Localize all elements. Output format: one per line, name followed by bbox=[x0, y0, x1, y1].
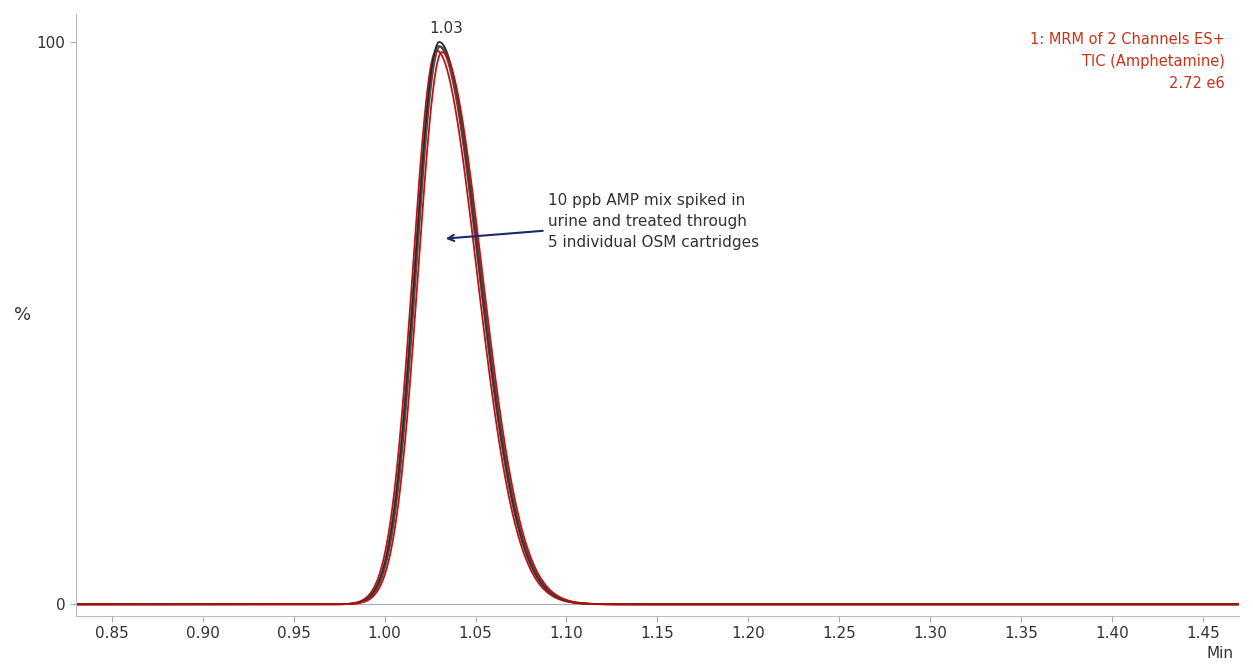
Y-axis label: %: % bbox=[14, 306, 31, 323]
Text: 10 ppb AMP mix spiked in
urine and treated through
5 individual OSM cartridges: 10 ppb AMP mix spiked in urine and treat… bbox=[449, 193, 759, 250]
Text: Min: Min bbox=[1207, 646, 1233, 662]
Text: 1.03: 1.03 bbox=[430, 21, 464, 36]
Text: 1: MRM of 2 Channels ES+
TIC (Amphetamine)
2.72 e6: 1: MRM of 2 Channels ES+ TIC (Amphetamin… bbox=[1030, 32, 1225, 91]
